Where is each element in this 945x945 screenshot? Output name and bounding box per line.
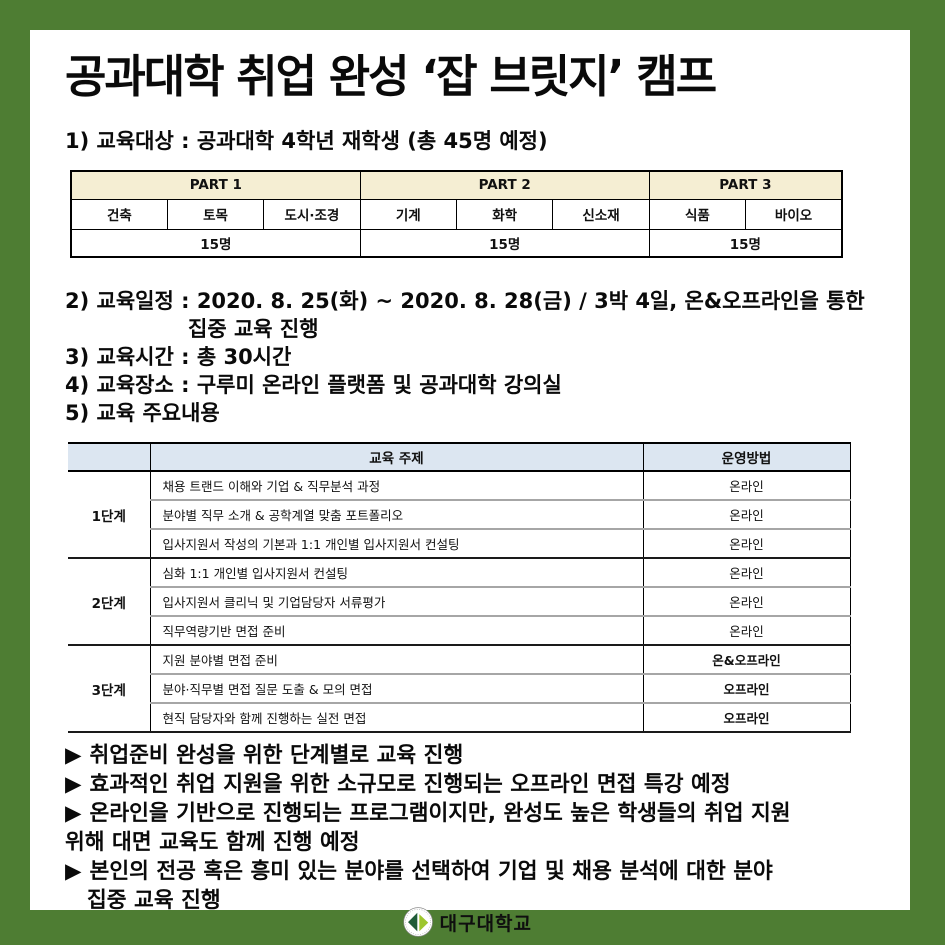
part-table: PART 1 PART 2 PART 3 건축 토목 도시·조경 기계 화학 신…	[70, 170, 843, 259]
major-cell: 화학	[455, 198, 554, 230]
poster-sheet: 공과대학 취업 완성 ‘잡 브릿지’ 캠프 1) 교육대상 : 공과대학 4학년…	[30, 30, 910, 913]
schedule-line: 2) 교육일정 : 2020. 8. 25(화) ~ 2020. 8. 28(금…	[65, 289, 865, 314]
curriculum-row: 입사지원서 작성의 기본과 1:1 개인별 입사지원서 컨설팅 온라인	[68, 528, 851, 559]
method-cell: 온라인	[642, 615, 851, 646]
note-text: 위해 대면 교육도 함께 진행 예정	[65, 830, 360, 856]
method-cell: 오프라인	[642, 702, 851, 734]
subject-cell: 지원 분야별 면접 준비	[149, 644, 643, 675]
curriculum-row: 분야·직무별 면접 질문 도출 & 모의 면접 오프라인	[68, 673, 851, 704]
stage-header-blank	[68, 442, 150, 473]
method-cell: 온라인	[642, 499, 851, 530]
note-text: 취업준비 완성을 위한 단계별로 교육 진행	[89, 743, 464, 769]
part-table-counts-row: 15명 15명 15명	[70, 228, 843, 258]
triangle-bullet-icon: ▶	[65, 801, 82, 827]
subject-cell: 채용 트랜드 이해와 기업 & 직무분석 과정	[149, 471, 643, 501]
part2-header: PART 2	[359, 170, 650, 200]
place-line: 4) 교육장소 : 구루미 온라인 플랫폼 및 공과대학 강의실	[65, 373, 562, 398]
triangle-bullet-icon: ▶	[65, 772, 82, 798]
subject-cell: 분야별 직무 소개 & 공학계열 맞춤 포트폴리오	[149, 499, 643, 530]
major-cell: 도시·조경	[263, 198, 361, 230]
method-cell: 오프라인	[642, 673, 851, 704]
major-cell: 식품	[648, 198, 747, 230]
note-text: 효과적인 취업 지원을 위한 소규모로 진행되는 오프라인 면접 특강 예정	[89, 772, 731, 798]
audience-line: 1) 교육대상 : 공과대학 4학년 재학생 (총 45명 예정)	[65, 129, 548, 154]
subject-cell: 현직 담당자와 함께 진행하는 실전 면접	[149, 702, 643, 734]
major-cell: 건축	[70, 198, 168, 230]
part-table-header-row: PART 1 PART 2 PART 3	[70, 170, 843, 200]
contents-heading-line: 5) 교육 주요내용	[65, 401, 220, 426]
major-cell: 바이오	[745, 198, 843, 230]
curriculum-row: 직무역량기반 면접 준비 온라인	[68, 615, 851, 646]
stage-label: 3단계	[68, 644, 150, 734]
method-header: 운영방법	[642, 442, 851, 473]
subject-cell: 직무역량기반 면접 준비	[149, 615, 643, 646]
schedule-section: 2) 교육일정 : 2020. 8. 25(화) ~ 2020. 8. 28(금…	[65, 287, 875, 427]
count-cell: 15명	[648, 228, 843, 258]
method-cell: 온라인	[642, 557, 851, 588]
curriculum-header-row: 교육 주제 운영방법	[68, 442, 851, 473]
note-text: 본인의 전공 혹은 흥미 있는 분야를 선택하여 기업 및 채용 분석에 대한 …	[89, 859, 773, 885]
stage-label: 1단계	[68, 471, 150, 560]
note-line-continuation: 위해 대면 교육도 함께 진행 예정	[65, 828, 875, 857]
part-table-majors-row: 건축 토목 도시·조경 기계 화학 신소재 식품 바이오	[70, 198, 843, 230]
university-brand: 대구대학교	[402, 907, 533, 937]
note-line-continuation: 집중 교육 진행	[87, 886, 875, 915]
major-cell: 기계	[359, 198, 458, 230]
subject-cell: 입사지원서 작성의 기본과 1:1 개인별 입사지원서 컨설팅	[149, 528, 643, 559]
part3-header: PART 3	[648, 170, 843, 200]
curriculum-row: 분야별 직무 소개 & 공학계열 맞춤 포트폴리오 온라인	[68, 499, 851, 530]
note-line: ▶ 취업준비 완성을 위한 단계별로 교육 진행	[65, 741, 875, 770]
part1-header: PART 1	[70, 170, 361, 200]
note-line: ▶ 본인의 전공 혹은 흥미 있는 분야를 선택하여 기업 및 채용 분석에 대한…	[65, 857, 875, 886]
stage-label: 2단계	[68, 557, 150, 647]
curriculum-row: 1단계 채용 트랜드 이해와 기업 & 직무분석 과정 온라인	[68, 471, 851, 560]
subject-cell: 입사지원서 클리닉 및 기업담당자 서류평가	[149, 586, 643, 617]
method-cell: 온라인	[642, 528, 851, 559]
curriculum-row: 3단계 지원 분야별 면접 준비 온&오프라인	[68, 644, 851, 734]
method-cell: 온라인	[642, 586, 851, 617]
count-cell: 15명	[70, 228, 361, 258]
method-cell: 온라인	[642, 471, 851, 501]
subject-cell: 분야·직무별 면접 질문 도출 & 모의 면접	[149, 673, 643, 704]
university-logo-icon	[402, 907, 433, 937]
note-text: 집중 교육 진행	[87, 888, 221, 914]
curriculum-row: 입사지원서 클리닉 및 기업담당자 서류평가 온라인	[68, 586, 851, 617]
poster-title: 공과대학 취업 완성 ‘잡 브릿지’ 캠프	[65, 50, 717, 103]
notes-section: ▶ 취업준비 완성을 위한 단계별로 교육 진행 ▶ 효과적인 취업 지원을 위한 …	[65, 741, 875, 915]
subject-header: 교육 주제	[149, 442, 643, 473]
curriculum-row: 현직 담당자와 함께 진행하는 실전 면접 오프라인	[68, 702, 851, 734]
schedule-line-continuation: 집중 교육 진행	[188, 317, 319, 342]
note-text: 온라인을 기반으로 진행되는 프로그램이지만, 완성도 높은 학생들의 취업 지…	[89, 801, 791, 827]
note-line: ▶ 온라인을 기반으로 진행되는 프로그램이지만, 완성도 높은 학생들의 취업 …	[65, 799, 875, 828]
university-name: 대구대학교	[439, 912, 533, 935]
major-cell: 신소재	[552, 198, 650, 230]
curriculum-table: 교육 주제 운영방법 1단계 채용 트랜드 이해와 기업 & 직무분석 과정 온…	[68, 442, 851, 734]
major-cell: 토목	[166, 198, 265, 230]
count-cell: 15명	[359, 228, 650, 258]
triangle-bullet-icon: ▶	[65, 743, 82, 769]
method-cell: 온&오프라인	[642, 644, 851, 675]
subject-cell: 심화 1:1 개인별 입사지원서 컨설팅	[149, 557, 643, 588]
curriculum-row: 2단계 심화 1:1 개인별 입사지원서 컨설팅 온라인	[68, 557, 851, 647]
triangle-bullet-icon: ▶	[65, 859, 82, 885]
hours-line: 3) 교육시간 : 총 30시간	[65, 345, 292, 370]
note-line: ▶ 효과적인 취업 지원을 위한 소규모로 진행되는 오프라인 면접 특강 예정	[65, 770, 875, 799]
